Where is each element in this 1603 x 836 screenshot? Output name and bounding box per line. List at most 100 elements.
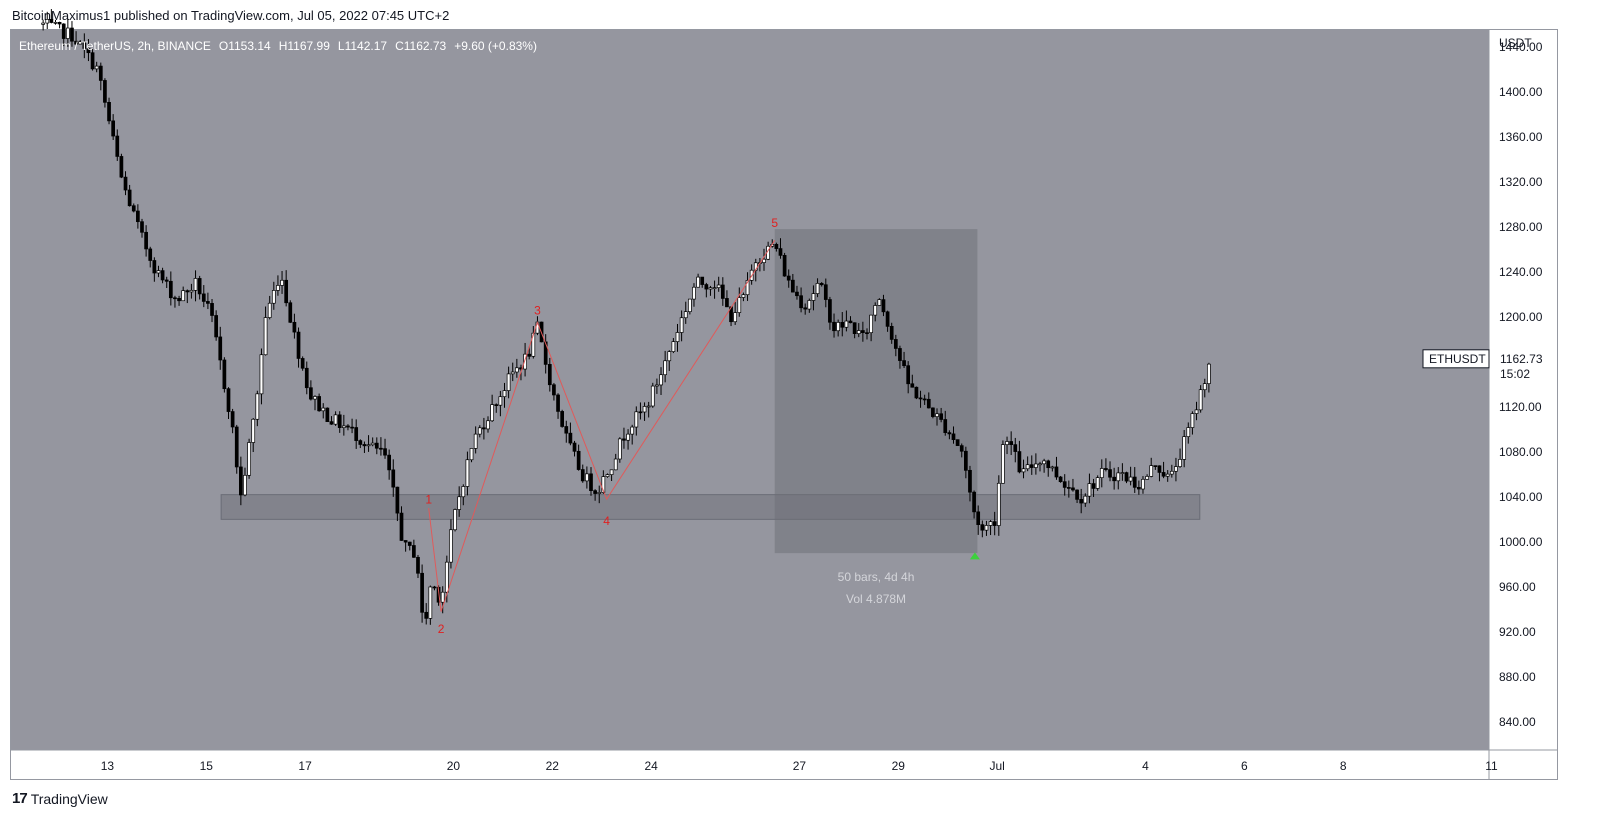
candle-down xyxy=(70,27,74,42)
candle-up xyxy=(1025,464,1030,470)
candle-down xyxy=(354,427,359,441)
close-value: 1162.73 xyxy=(404,39,447,53)
change-value: +9.60 (+0.83%) xyxy=(454,39,537,53)
candle-up xyxy=(1174,466,1178,472)
candle-up xyxy=(626,433,630,441)
candle-up xyxy=(996,482,1001,526)
candle-up xyxy=(597,492,602,494)
candle-up xyxy=(613,458,618,471)
candle-down xyxy=(374,442,379,449)
candle-up xyxy=(510,371,515,375)
candle-down xyxy=(379,447,383,450)
candle-down xyxy=(482,427,486,430)
candle-down xyxy=(1009,441,1014,445)
candle-down xyxy=(1062,481,1067,488)
candle-up xyxy=(877,299,882,306)
candle-down xyxy=(317,396,321,412)
candle-up xyxy=(465,459,470,487)
tradingview-brand[interactable]: 17 TradingView xyxy=(12,790,108,807)
candle-down xyxy=(914,386,919,399)
candle-down xyxy=(119,156,124,178)
candle-down xyxy=(1029,464,1034,468)
time-tick: 8 xyxy=(1340,759,1347,773)
time-tick: 24 xyxy=(644,759,658,773)
candle-up xyxy=(251,418,256,443)
candle-up xyxy=(1128,476,1133,482)
wave-label-4: 4 xyxy=(603,514,610,528)
candle-down xyxy=(576,450,581,470)
candle-down xyxy=(1108,469,1112,478)
candle-up xyxy=(267,302,272,318)
candle-down xyxy=(57,21,62,25)
candle-up xyxy=(1194,409,1199,414)
wave-label-1: 1 xyxy=(425,493,432,507)
open-value: 1153.14 xyxy=(228,39,271,53)
time-tick: 15 xyxy=(200,759,214,773)
candle-up xyxy=(1202,383,1207,391)
candle-down xyxy=(964,450,968,471)
candle-down xyxy=(288,302,293,323)
candle-up xyxy=(189,289,194,293)
candle-up xyxy=(873,305,878,316)
candle-down xyxy=(564,426,569,434)
candle-down xyxy=(358,440,363,445)
plot-area[interactable] xyxy=(11,30,1489,750)
candle-down xyxy=(420,572,424,613)
candle-down xyxy=(922,398,927,401)
candle-down xyxy=(840,322,845,328)
candle-down xyxy=(107,101,111,122)
candle-down xyxy=(725,298,729,308)
candle-up xyxy=(444,561,449,593)
candle-up xyxy=(617,438,622,460)
candle-up xyxy=(457,496,462,510)
candle-up xyxy=(585,473,589,482)
candle-down xyxy=(210,303,214,316)
candle-down xyxy=(164,279,169,282)
candle-up xyxy=(1120,472,1125,474)
candle-down xyxy=(861,330,865,334)
candle-up xyxy=(313,396,317,400)
candle-down xyxy=(337,414,342,428)
candle-down xyxy=(131,205,136,212)
candle-down xyxy=(902,360,906,367)
candle-down xyxy=(931,407,935,417)
candle-down xyxy=(955,439,960,446)
candle-down xyxy=(346,425,350,428)
candle-up xyxy=(708,287,713,290)
candle-down xyxy=(951,433,956,440)
candle-down xyxy=(799,295,803,309)
candle-down xyxy=(885,311,890,327)
candle-down xyxy=(103,80,107,103)
candle-down xyxy=(1091,483,1096,489)
price-tick: 880.00 xyxy=(1499,670,1536,684)
candle-down xyxy=(959,445,964,452)
candle-up xyxy=(642,406,647,413)
candle-up xyxy=(1190,413,1195,428)
candle-up xyxy=(1083,495,1088,504)
time-axis-panel xyxy=(11,750,1557,779)
elliott-wave-line xyxy=(428,240,776,612)
candle-down xyxy=(383,448,387,456)
candle-down xyxy=(918,397,923,400)
legend-ohlc: O1153.14 H1167.99 L1142.17 C1162.73 +9.60 (+… xyxy=(219,39,537,53)
candle-down xyxy=(889,326,894,340)
price-tick: 1360.00 xyxy=(1499,130,1543,144)
candle-down xyxy=(782,255,787,277)
candle-down xyxy=(61,23,66,39)
candle-down xyxy=(82,41,87,49)
candle-down xyxy=(1153,465,1158,467)
candle-up xyxy=(1182,436,1187,460)
low-label: L xyxy=(338,39,345,53)
candle-up xyxy=(1038,463,1042,466)
candle-up xyxy=(1001,444,1005,484)
candle-down xyxy=(284,279,289,304)
candle-down xyxy=(86,48,91,54)
chart-frame xyxy=(10,29,1558,780)
candle-down xyxy=(828,299,832,323)
candle-up xyxy=(1207,363,1211,384)
candle-up xyxy=(679,317,684,333)
candle-down xyxy=(943,419,948,433)
candle-up xyxy=(156,270,161,274)
candle-down xyxy=(972,491,976,513)
